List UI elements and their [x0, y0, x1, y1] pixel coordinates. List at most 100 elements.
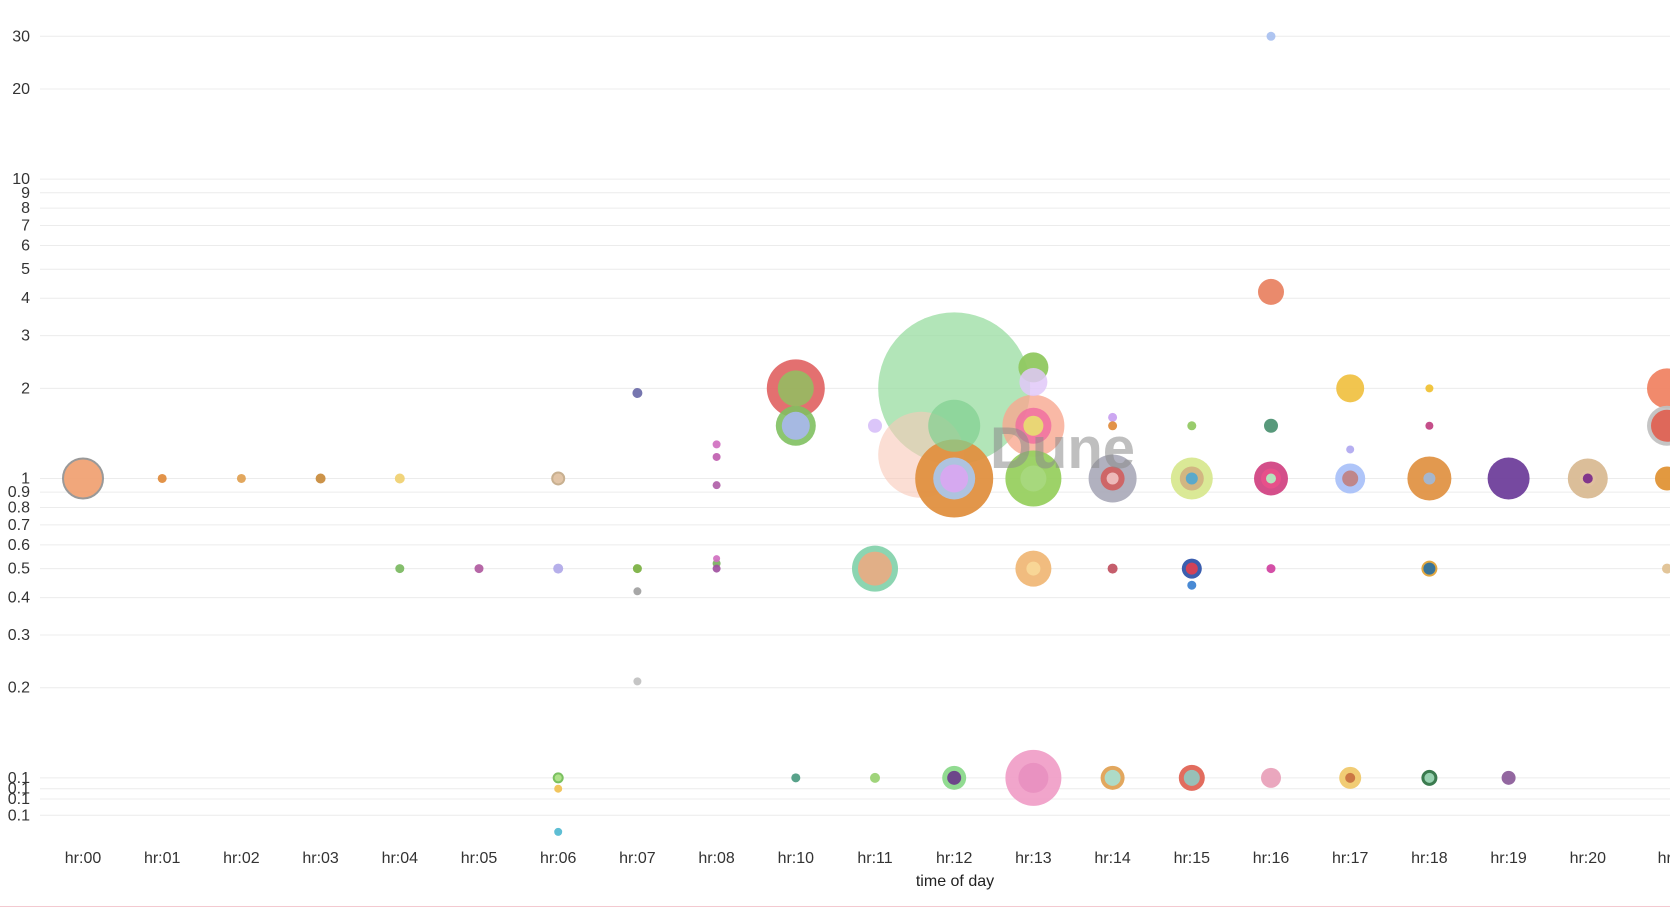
data-point[interactable]	[1106, 472, 1119, 485]
x-tick-label: hr:07	[619, 850, 656, 867]
data-point[interactable]	[394, 473, 405, 484]
y-tick-label: 0.9	[8, 484, 30, 501]
data-point[interactable]	[1185, 562, 1198, 575]
data-point[interactable]	[633, 677, 642, 686]
data-point[interactable]	[554, 827, 563, 836]
data-point[interactable]	[1264, 418, 1278, 433]
data-point[interactable]	[1187, 580, 1197, 590]
data-point[interactable]	[1266, 473, 1276, 484]
x-tick-label: hr:17	[1332, 850, 1369, 867]
data-point[interactable]	[474, 564, 484, 574]
data-point[interactable]	[713, 555, 721, 563]
x-axis-ticks: hr:00 hr:01 hr:02 hr:03 hr:04 hr:05 hr:06 hr:07…	[65, 850, 1670, 867]
data-point[interactable]	[947, 770, 962, 785]
data-point[interactable]	[1266, 31, 1276, 41]
data-point[interactable]	[632, 387, 643, 398]
data-point[interactable]	[1258, 278, 1284, 305]
y-tick-label: 0.5	[8, 561, 30, 578]
data-points	[62, 31, 1670, 836]
x-tick-label: hr:	[1658, 850, 1670, 867]
data-point[interactable]	[1108, 412, 1118, 422]
x-tick-label: hr:04	[382, 850, 419, 867]
x-tick-label: hr:13	[1015, 850, 1052, 867]
data-point[interactable]	[552, 772, 564, 784]
y-tick-label: 0.4	[8, 590, 30, 607]
y-tick-label: 30	[12, 28, 30, 45]
data-point[interactable]	[781, 411, 810, 440]
data-point[interactable]	[1425, 421, 1434, 430]
data-point[interactable]	[1020, 465, 1047, 492]
data-point[interactable]	[551, 471, 566, 486]
x-tick-label: hr:10	[778, 850, 815, 867]
data-point[interactable]	[1104, 769, 1121, 786]
data-point[interactable]	[315, 473, 326, 484]
data-point[interactable]	[1423, 562, 1436, 575]
y-tick-label: 0.6	[8, 537, 30, 554]
x-tick-label: hr:08	[698, 850, 735, 867]
data-point[interactable]	[712, 440, 721, 449]
y-tick-label: 8	[21, 200, 30, 217]
data-point[interactable]	[1651, 409, 1670, 442]
data-point[interactable]	[712, 564, 721, 573]
data-point[interactable]	[1487, 457, 1530, 500]
data-point[interactable]	[940, 464, 969, 493]
data-point[interactable]	[1185, 472, 1198, 485]
x-tick-label: hr:20	[1570, 850, 1607, 867]
x-tick-label: hr:05	[461, 850, 498, 867]
x-axis-title: time of day	[916, 873, 994, 890]
data-point[interactable]	[1424, 772, 1435, 783]
y-tick-label: 1	[21, 470, 30, 487]
data-point[interactable]	[632, 564, 642, 574]
data-point[interactable]	[633, 587, 642, 596]
x-tick-label: hr:02	[223, 850, 260, 867]
grid-lines	[40, 35, 1670, 816]
y-tick-label: 10	[12, 171, 30, 188]
data-point[interactable]	[777, 370, 814, 407]
data-point[interactable]	[553, 563, 564, 574]
data-point[interactable]	[870, 772, 880, 783]
data-point[interactable]	[1655, 466, 1670, 491]
data-point[interactable]	[1026, 561, 1041, 576]
data-point[interactable]	[868, 418, 882, 433]
data-point[interactable]	[1582, 473, 1593, 484]
data-point[interactable]	[1261, 767, 1281, 788]
data-point[interactable]	[62, 457, 104, 500]
x-tick-label: hr:01	[144, 850, 181, 867]
x-tick-label: hr:14	[1094, 850, 1131, 867]
data-point[interactable]	[1425, 384, 1434, 393]
data-point[interactable]	[1345, 772, 1356, 783]
x-tick-label: hr:16	[1253, 850, 1290, 867]
data-point[interactable]	[236, 473, 246, 483]
data-point[interactable]	[1107, 563, 1118, 574]
y-tick-label: 0.3	[8, 627, 30, 644]
data-point[interactable]	[1019, 368, 1048, 397]
data-point[interactable]	[712, 452, 721, 461]
x-tick-label: hr:12	[936, 850, 973, 867]
x-tick-label: hr:06	[540, 850, 577, 867]
data-point[interactable]	[1187, 421, 1197, 431]
data-point[interactable]	[712, 481, 721, 490]
data-point[interactable]	[858, 551, 892, 586]
data-point[interactable]	[928, 399, 981, 452]
y-tick-label: 6	[21, 238, 30, 255]
data-point[interactable]	[1018, 762, 1049, 793]
y-tick-label: 0.8	[8, 499, 30, 516]
y-tick-label: 5	[21, 261, 30, 278]
x-tick-label: hr:18	[1411, 850, 1448, 867]
data-point[interactable]	[791, 773, 801, 783]
data-point[interactable]	[1108, 421, 1118, 431]
data-point[interactable]	[1266, 564, 1276, 574]
data-point[interactable]	[1662, 563, 1670, 574]
data-point[interactable]	[1423, 472, 1436, 485]
data-point[interactable]	[554, 784, 563, 793]
data-point[interactable]	[1647, 368, 1670, 409]
data-point[interactable]	[157, 473, 167, 483]
data-point[interactable]	[1023, 415, 1044, 436]
data-point[interactable]	[1336, 374, 1365, 403]
data-point[interactable]	[1501, 770, 1516, 785]
x-tick-label: hr:15	[1174, 850, 1211, 867]
data-point[interactable]	[1342, 470, 1359, 487]
data-point[interactable]	[1346, 445, 1355, 454]
data-point[interactable]	[1183, 769, 1200, 786]
data-point[interactable]	[395, 564, 405, 574]
